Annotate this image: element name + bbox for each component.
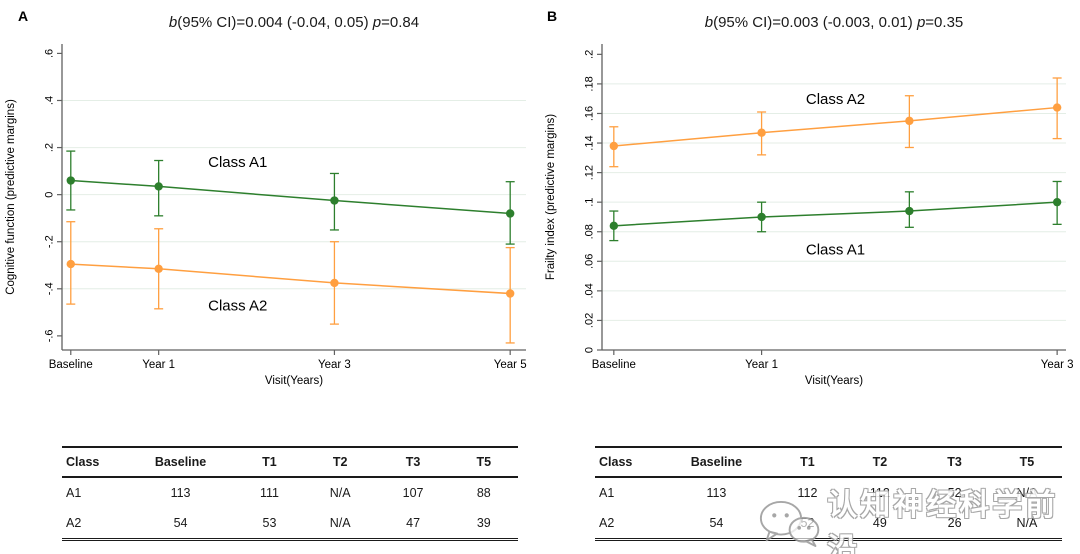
svg-text:.08: .08 (584, 224, 596, 239)
svg-text:.16: .16 (584, 106, 596, 121)
svg-text:.1: .1 (584, 198, 596, 207)
svg-text:.6: .6 (44, 49, 56, 58)
table-header-cell: T5 (991, 447, 1062, 478)
table-header-cell: Baseline (125, 447, 236, 478)
table-header-cell: Class (62, 447, 126, 478)
panel-b-sample-table: Class Baseline T1 T2 T3 T5 A1 113 112 112 52 N/A A2 5… (595, 446, 1062, 541)
table-cell: N/A (329, 516, 351, 530)
table-header-cell: T5 (449, 447, 518, 478)
svg-text:.06: .06 (584, 254, 596, 269)
table-header-cell: Baseline (660, 447, 773, 478)
panel-a-title: b(95% CI)=0.004 (-0.04, 0.05) p=0.84 (168, 14, 420, 31)
table-cell: 112 (797, 486, 818, 500)
table-cell: 53 (262, 516, 277, 530)
svg-text:-.2: -.2 (44, 235, 56, 248)
svg-text:0: 0 (584, 347, 596, 353)
table-header-cell: T1 (235, 447, 304, 478)
svg-text:.12: .12 (584, 165, 596, 180)
table-header-cell: Class (595, 447, 661, 478)
series-label: Class A1 (208, 154, 267, 171)
svg-text:Baseline: Baseline (49, 359, 93, 371)
table-cell: A1 (599, 486, 615, 500)
table-cell: 88 (476, 486, 491, 500)
table-cell: 52 (947, 486, 962, 500)
series-label: Class A2 (208, 298, 267, 315)
svg-text:Visit(Years): Visit(Years) (805, 375, 863, 387)
table-cell: 111 (259, 486, 279, 500)
svg-text:.2: .2 (584, 50, 596, 59)
table-cell: 113 (170, 486, 191, 500)
svg-text:.02: .02 (584, 313, 596, 328)
panel-b-sample-table-wrap: Class Baseline T1 T2 T3 T5 A1 113 112 112 52 N/A A2 5… (595, 446, 1062, 541)
table-row: A1 113 112 112 52 N/A (595, 477, 1062, 508)
table-header-cell: T2 (303, 447, 377, 478)
svg-text:Year 1: Year 1 (745, 359, 778, 371)
panel-a: A b(95% CI)=0.004 (-0.04, 0.05) p=0.84 .… (0, 0, 540, 400)
svg-text:-.6: -.6 (44, 329, 56, 342)
series-label: Class A2 (806, 91, 865, 108)
svg-text:Baseline: Baseline (592, 359, 636, 371)
svg-text:Frailty index (predictive marg: Frailty index (predictive margins) (545, 114, 557, 280)
table-row: A1 113 111 N/A 107 88 (62, 477, 518, 508)
table-cell: N/A (1016, 486, 1038, 500)
svg-text:.04: .04 (584, 283, 596, 298)
svg-text:Year 3: Year 3 (1041, 359, 1074, 371)
svg-text:0: 0 (44, 192, 56, 198)
svg-text:.4: .4 (44, 96, 56, 105)
svg-text:Year 3: Year 3 (318, 359, 351, 371)
table-header-cell: T2 (842, 447, 918, 478)
table-cell: N/A (329, 486, 351, 500)
svg-text:Year 5: Year 5 (494, 359, 527, 371)
table-cell: 54 (709, 516, 724, 530)
table-cell: 47 (406, 516, 421, 530)
table-header-cell: T3 (917, 447, 992, 478)
table-header-row: Class Baseline T1 T2 T3 T5 (62, 447, 518, 478)
table-cell: 107 (402, 486, 424, 500)
table-cell: 52 (800, 516, 815, 530)
table-cell: 26 (947, 516, 962, 530)
panel-a-label: A (18, 8, 29, 24)
table-cell: 49 (872, 516, 887, 530)
svg-text:.14: .14 (584, 135, 596, 150)
table-cell: A1 (66, 486, 82, 500)
table-header-cell: T3 (376, 447, 450, 478)
svg-text:Year 1: Year 1 (142, 359, 175, 371)
table-header-cell: T1 (772, 447, 843, 478)
svg-text:.18: .18 (584, 76, 596, 91)
table-cell: 39 (476, 516, 491, 530)
panel-b-label: B (547, 8, 558, 24)
panel-b: B b(95% CI)=0.003 (-0.003, 0.01) p=0.35 … (540, 0, 1080, 400)
table-row: A2 54 53 N/A 47 39 (62, 508, 518, 540)
series-label: Class A1 (806, 242, 865, 259)
table-row: A2 54 52 49 26 N/A (595, 508, 1062, 540)
table-cell: 54 (173, 516, 188, 530)
panel-b-chart: .2 .18 .16 .14 .12 .1 .08 .06 .04 .02 0 Baseline Yea… (545, 44, 1074, 387)
panel-a-sample-table-wrap: Class Baseline T1 T2 T3 T5 A1 113 111 N/A 107 88 A2 5… (62, 446, 518, 541)
svg-text:.2: .2 (44, 143, 56, 152)
table-cell: N/A (1016, 516, 1038, 530)
table-cell: A2 (66, 516, 82, 530)
svg-text:Cognitive function (predictive: Cognitive function (predictive margins) (5, 99, 17, 295)
table-cell: 113 (706, 486, 727, 500)
panel-a-chart: .6 .4 .2 0 -.2 -.4 -.6 Baseline Year 1 Year 3 Year… (5, 44, 527, 387)
svg-text:-.4: -.4 (44, 282, 56, 295)
table-cell: 112 (869, 486, 890, 500)
panel-b-title: b(95% CI)=0.003 (-0.003, 0.01) p=0.35 (704, 14, 964, 31)
svg-text:Visit(Years): Visit(Years) (265, 375, 323, 387)
panel-a-sample-table: Class Baseline T1 T2 T3 T5 A1 113 111 N/A 107 88 A2 5… (62, 446, 518, 541)
table-header-row: Class Baseline T1 T2 T3 T5 (595, 447, 1062, 478)
table-cell: A2 (599, 516, 615, 530)
